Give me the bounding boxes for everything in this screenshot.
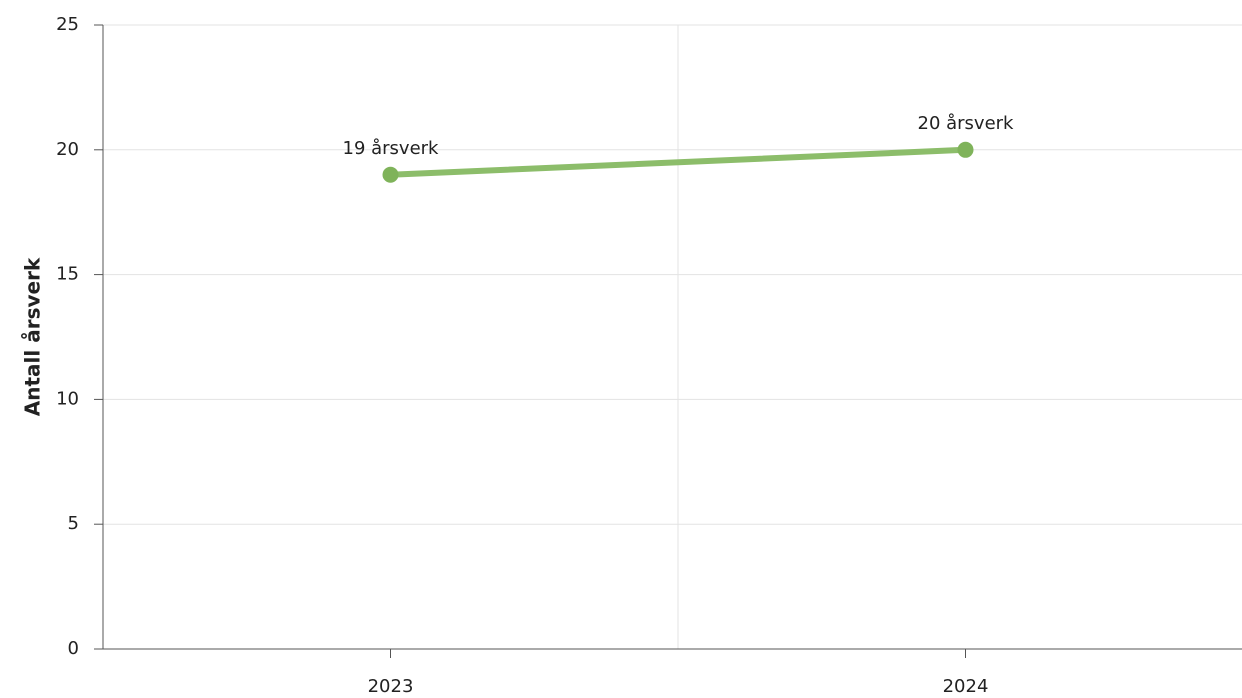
y-tick-label: 15 bbox=[56, 264, 79, 285]
data-label: 19 årsverk bbox=[343, 138, 440, 159]
y-tick-label: 20 bbox=[56, 139, 79, 160]
line bbox=[387, 146, 969, 178]
y-tick-label: 25 bbox=[56, 14, 79, 35]
y-axis-label: Antall årsverk bbox=[21, 257, 45, 416]
x-tick-label: 2023 bbox=[368, 676, 414, 697]
marker bbox=[957, 141, 974, 158]
data-label: 20 årsverk bbox=[918, 113, 1015, 134]
y-tick-label: 0 bbox=[68, 638, 79, 659]
y-tick-label: 10 bbox=[56, 388, 79, 409]
marker bbox=[382, 166, 399, 183]
y-tick-label: 5 bbox=[68, 513, 79, 534]
x-tick-label: 2024 bbox=[943, 676, 989, 697]
